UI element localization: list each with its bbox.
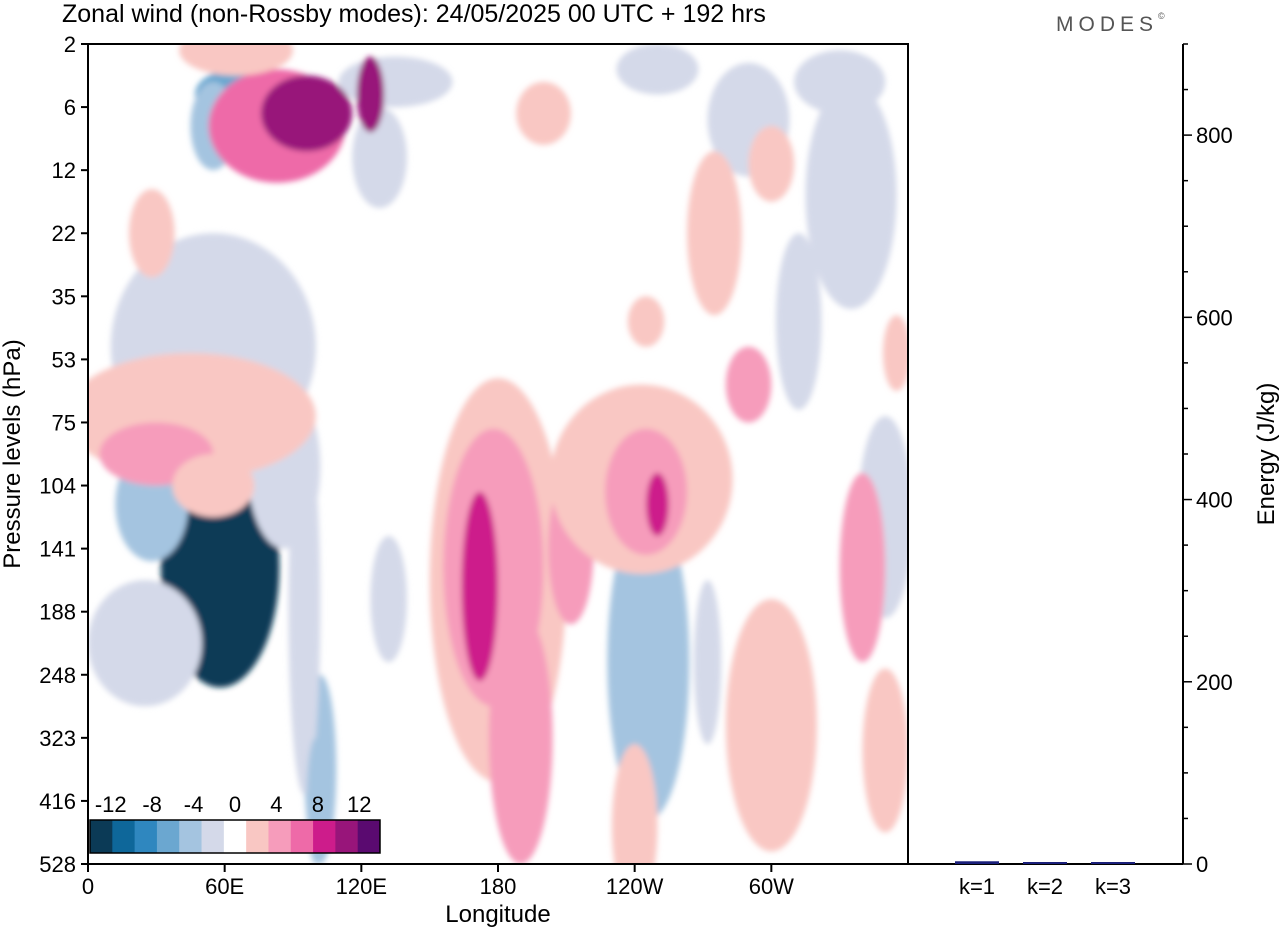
energy-tick-label: 200 [1196,670,1233,695]
wind-anomaly-blob [862,668,908,833]
colorbar-tick-label: 8 [312,792,324,817]
y-tick-label: 22 [52,221,76,246]
colorbar-swatch [90,820,113,853]
y-tick-label: 12 [52,158,76,183]
x-axis-label: Longitude [445,901,550,928]
colorbar-tick-label: 0 [229,792,241,817]
energy-tick-label: 600 [1196,305,1233,330]
modes-brand-logo: MODES© [1056,11,1165,36]
chart-title: Zonal wind (non-Rossby modes): 24/05/202… [62,0,766,28]
colorbar-tick-label: -4 [184,792,204,817]
x-tick-label: 180 [480,874,517,899]
colorbar-swatch [268,820,292,853]
colorbar-tick-label: 4 [270,792,282,817]
y-tick-label: 104 [39,474,76,499]
wind-anomaly-blob [775,233,822,410]
wind-anomaly-field [88,44,908,864]
y-tick-label: 323 [39,726,76,751]
x-tick-label: 60E [205,874,244,899]
colorbar-swatch [112,820,136,853]
x-tick-label: 0 [82,874,94,899]
wind-anomaly-blob [627,296,665,347]
colorbar-swatch [290,820,314,853]
colorbar-swatch [357,820,381,853]
wind-anomaly-blob [646,472,669,536]
x-tick-label: 120E [336,874,387,899]
wind-anomaly-blob [687,151,742,316]
energy-bar [1023,862,1067,864]
colorbar: -12 -8 -4 0 4 8 12 [89,792,381,854]
wind-anomaly-blob [805,81,897,309]
energy-tick-label: 800 [1196,123,1233,148]
energy-axis-label: Energy (J/kg) [1253,383,1280,526]
wind-anomaly-blob [356,56,385,133]
x-tick-label: 60W [749,874,794,899]
wind-anomaly-blob [748,126,795,202]
colorbar-swatch [335,820,359,853]
y-tick-label: 141 [39,537,76,562]
colorbar-swatch [246,820,269,853]
colorbar-swatch [134,820,158,853]
modes-brand-mark: © [1158,11,1165,21]
energy-bar [1091,862,1135,864]
y-tick-label: 528 [39,852,76,877]
wind-anomaly-blob [88,580,202,707]
wind-anomaly-blob [370,536,407,663]
wind-anomaly-blob [616,44,699,95]
wind-anomaly-blob [338,56,453,108]
wind-anomaly-blob [725,346,772,423]
y-tick-label: 248 [39,663,76,688]
colorbar-swatch [201,820,225,853]
wind-anomaly-blob [882,315,908,391]
heatmap-frame [87,43,909,865]
y-tick-label: 2 [64,32,76,57]
y-tick-label: 35 [52,284,76,309]
energy-axis: 0 200 400 600 800 [1183,43,1233,877]
colorbar-swatch [223,820,247,853]
colorbar-tick-label: 12 [347,792,371,817]
wind-anomaly-blob [461,491,498,682]
y-tick-label: 416 [39,789,76,814]
wind-anomaly-blob [839,472,886,663]
y-tick-label: 75 [52,410,76,435]
y-axis-label: Pressure levels (hPa) [0,339,26,568]
x-tick-label: 120W [606,874,664,899]
energy-bar-label: k=2 [1027,874,1063,899]
wind-anomaly-blob [488,611,553,864]
wind-anomaly-blob [172,454,255,518]
wind-anomaly-blob [352,107,407,208]
y-tick-label: 188 [39,600,76,625]
y-tick-label: 53 [52,347,76,372]
energy-bar-label: k=1 [959,874,995,899]
energy-tick-label: 400 [1196,488,1233,513]
colorbar-tick-label: -8 [142,792,162,817]
colorbar-swatch [313,820,336,853]
wind-anomaly-blob [693,580,722,745]
energy-bars: k=1 k=2 k=3 [955,861,1135,899]
energy-bar-label: k=3 [1095,874,1131,899]
wind-anomaly-blob [129,189,175,278]
wind-anomaly-blob [611,744,658,864]
pressure-axis: 2 6 12 22 35 53 75 104 141 188 248 323 416 528 [39,32,88,877]
longitude-axis: 0 60E 120E 180 120W 60W [82,864,794,899]
y-tick-label: 6 [64,95,76,120]
wind-anomaly-blob [607,504,690,820]
wind-anomaly-blob [261,75,353,152]
colorbar-swatch [179,820,203,853]
wind-anomaly-blob [605,428,688,555]
modes-brand-text: MODES [1056,13,1158,36]
colorbar-tick-label: -12 [95,792,127,817]
colorbar-frame [89,819,381,854]
wind-anomaly-blob [725,599,817,852]
energy-bar [955,861,999,864]
wind-anomaly-blob [516,81,571,145]
colorbar-swatch [156,820,180,853]
energy-tick-label: 0 [1196,852,1208,877]
wind-anomaly-blob [179,44,293,76]
